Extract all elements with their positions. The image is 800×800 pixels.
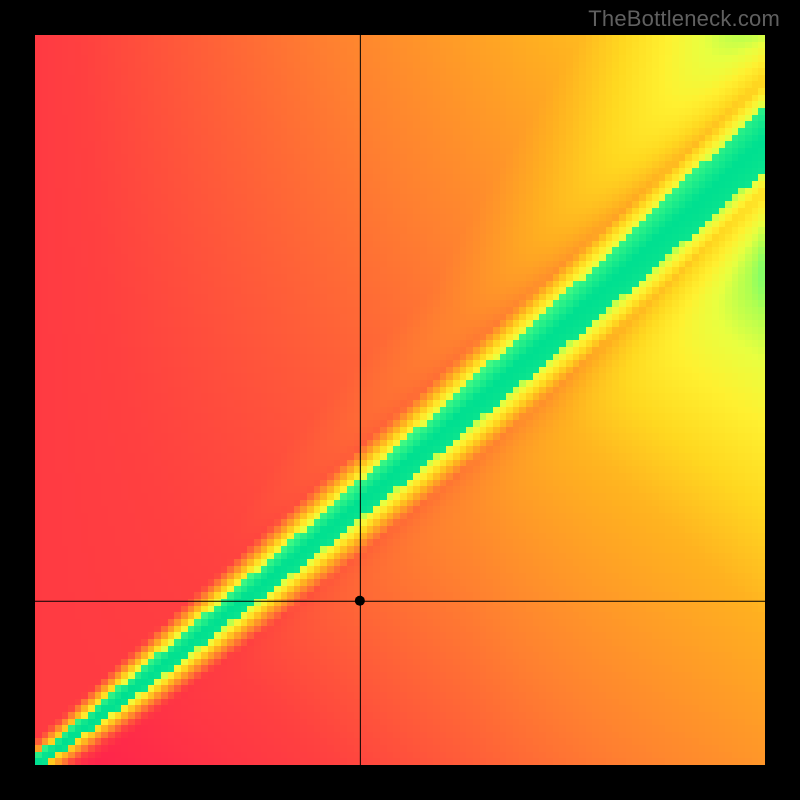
bottleneck-heatmap bbox=[35, 35, 765, 765]
chart-container: { "watermark": { "text": "TheBottleneck.… bbox=[0, 0, 800, 800]
watermark-text: TheBottleneck.com bbox=[588, 6, 780, 32]
